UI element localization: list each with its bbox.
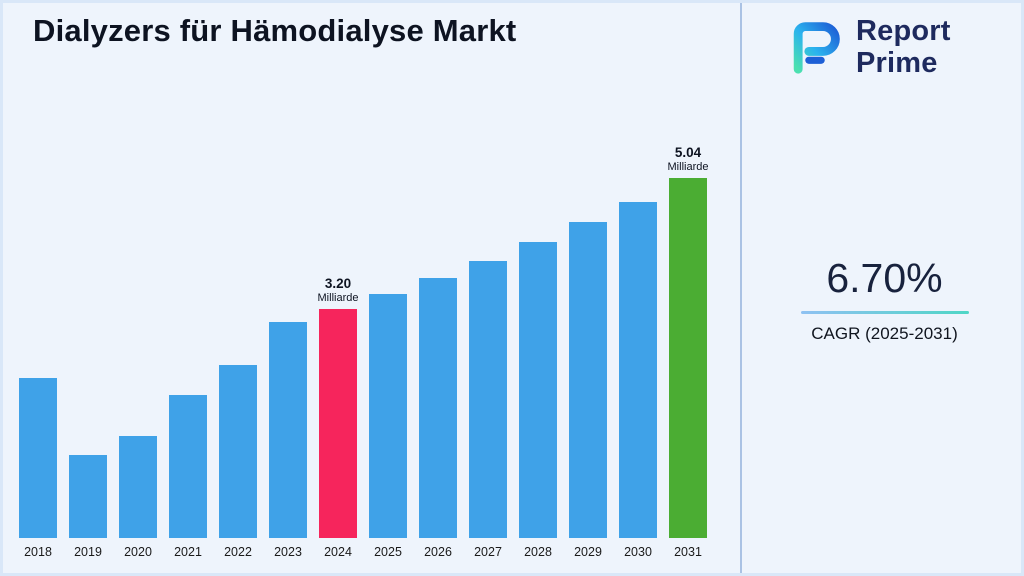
bar-group-2025: 2025 [369, 294, 407, 559]
bar-group-2029: 2029 [569, 222, 607, 559]
bar-2028 [519, 242, 557, 538]
cagr-value: 6.70% [826, 255, 943, 301]
bar-2024 [319, 309, 357, 538]
x-tick-2030: 2030 [624, 545, 652, 559]
cagr-label: CAGR (2025-2031) [811, 324, 958, 343]
logo-word-prime: Prime [856, 47, 938, 80]
bar-2025 [369, 294, 407, 538]
bar-2022 [219, 365, 257, 538]
bar-2020 [119, 436, 157, 538]
report-prime-logo-icon [784, 19, 846, 75]
bar-group-2022: 2022 [219, 365, 257, 559]
bar-value-label-2031: 5.04 Milliarde [667, 145, 709, 173]
x-tick-2029: 2029 [574, 545, 602, 559]
bar-group-2021: 2021 [169, 395, 207, 559]
bar-2021 [169, 395, 207, 538]
x-tick-2025: 2025 [374, 545, 402, 559]
bar-2026 [419, 278, 457, 538]
cagr-block: 6.70% CAGR (2025-2031) [742, 255, 1021, 344]
logo-word-report: Report [856, 15, 951, 47]
bar-value-label-2024: 3.20 Milliarde [317, 276, 359, 304]
bar-2027 [469, 261, 507, 538]
bar-2019 [69, 455, 107, 538]
bar-2031 [669, 178, 707, 538]
bar-2018 [19, 378, 57, 538]
x-tick-2028: 2028 [524, 545, 552, 559]
x-tick-2026: 2026 [424, 545, 452, 559]
x-tick-2020: 2020 [124, 545, 152, 559]
report-prime-logo: Report Prime [784, 15, 951, 80]
bar-group-2026: 2026 [419, 278, 457, 559]
bar-group-2018: 2018 [19, 378, 57, 559]
x-tick-2027: 2027 [474, 545, 502, 559]
x-tick-2022: 2022 [224, 545, 252, 559]
bar-group-2030: 2030 [619, 202, 657, 559]
bar-group-2019: 2019 [69, 455, 107, 559]
bar-group-2028: 2028 [519, 242, 557, 559]
bar-2029 [569, 222, 607, 538]
right-panel: Report Prime 6.70% CAGR (2025-2031) [742, 3, 1021, 573]
bar-2030 [619, 202, 657, 538]
x-tick-2024: 2024 [324, 545, 352, 559]
x-tick-2031: 2031 [674, 545, 702, 559]
bar-group-2024: 3.20 Milliarde 2024 [317, 276, 359, 559]
bar-group-2027: 2027 [469, 261, 507, 559]
x-tick-2021: 2021 [174, 545, 202, 559]
page-title: Dialyzers für Hämodialyse Markt [33, 13, 517, 48]
x-tick-2018: 2018 [24, 545, 52, 559]
bar-2023 [269, 322, 307, 538]
bar-group-2031: 5.04 Milliarde 2031 [667, 145, 709, 559]
report-prime-logo-text: Report Prime [856, 15, 951, 80]
vertical-divider [740, 3, 742, 573]
bar-group-2023: 2023 [269, 322, 307, 559]
x-tick-2019: 2019 [74, 545, 102, 559]
x-tick-2023: 2023 [274, 545, 302, 559]
bar-group-2020: 2020 [119, 436, 157, 559]
bar-chart: 2018 2019 2020 2021 2022 2023 3.20 Milliarde 202… [19, 145, 709, 559]
cagr-underline [800, 311, 969, 314]
